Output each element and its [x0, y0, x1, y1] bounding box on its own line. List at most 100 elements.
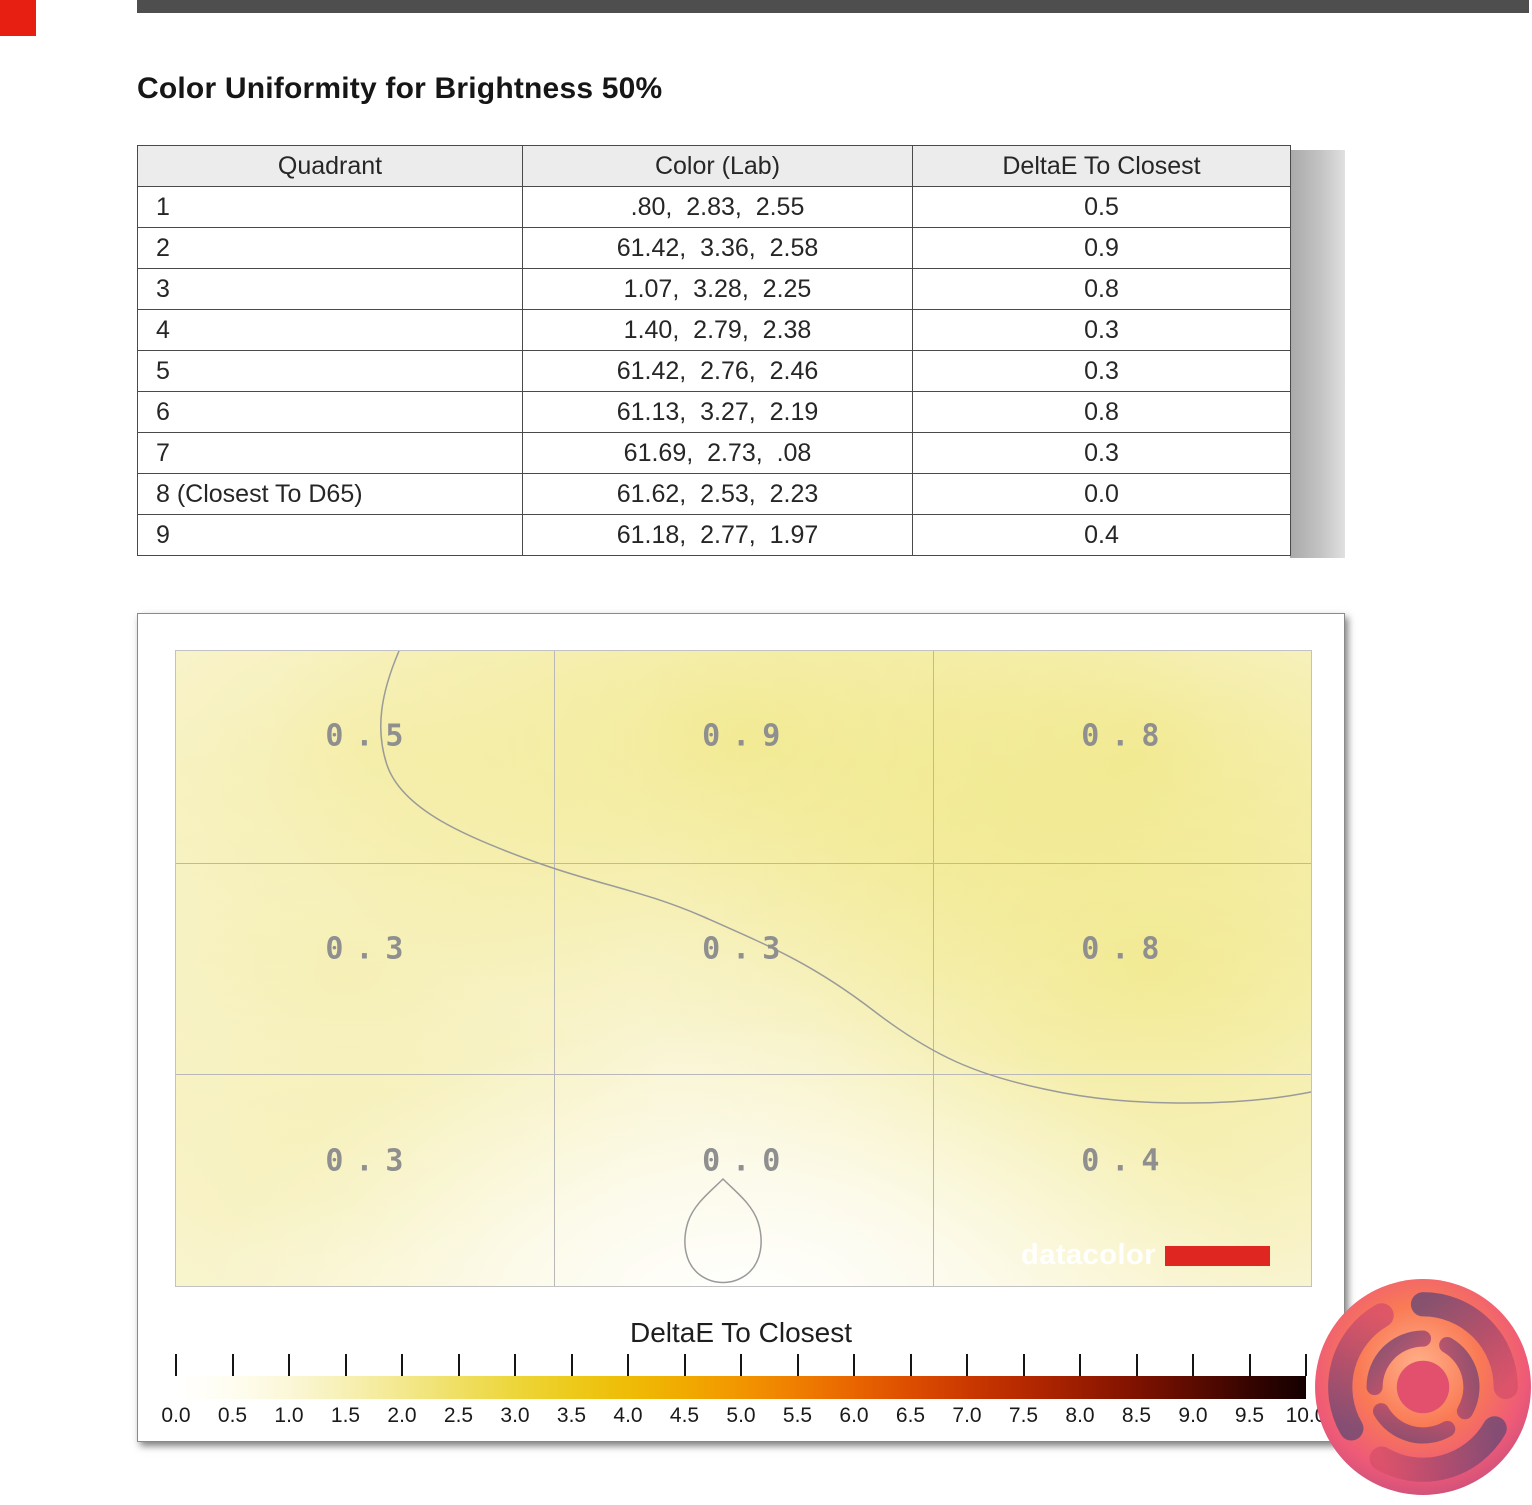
scale-labels: 0.0 0.5 1.0 1.5 2.0 2.5 3.0 3.5 4.0 4.5 5.0 5.5 6.0 6… [161, 1404, 1326, 1430]
scale-tick [1135, 1354, 1138, 1376]
table-row: 5 61.42, 2.76, 2.46 0.3 [137, 350, 1291, 392]
table-row: 3 1.07, 3.28, 2.25 0.8 [137, 268, 1291, 310]
table-row: 9 61.18, 2.77, 1.97 0.4 [137, 514, 1291, 556]
table-row: 8 (Closest To D65) 61.62, 2.53, 2.23 0.0 [137, 473, 1291, 515]
scale-tick-label: 9.0 [1178, 1404, 1208, 1427]
uniformity-table-card: Quadrant Color (Lab) DeltaE To Closest 1… [137, 145, 1291, 556]
uniformity-map-panel: datacolor 0.5 0.9 0.8 0.3 0.3 0.8 0.3 0.0 0.4 De… [137, 613, 1345, 1442]
table-row: 2 61.42, 3.36, 2.58 0.9 [137, 227, 1291, 269]
scale-tick-label: 10.0 [1285, 1404, 1327, 1427]
grid-line-horizontal-1 [176, 862, 1311, 864]
heatmap-value: 0.4 [1081, 1143, 1172, 1179]
scale-tick [401, 1354, 403, 1376]
table-cell-delta: 0.3 [912, 309, 1291, 351]
scale-tick [1079, 1354, 1081, 1376]
scale-tick [796, 1354, 799, 1376]
heatmap-value: 0.3 [325, 931, 416, 967]
table-cell-quadrant: 7 [137, 432, 523, 474]
scale-tick [853, 1354, 855, 1376]
scale-tick [966, 1354, 968, 1376]
grid-line-horizontal-2 [176, 1074, 1311, 1076]
scale-tick-label: 9.5 [1234, 1404, 1265, 1427]
scale-tick-label: 3.0 [500, 1404, 530, 1427]
table-row: 6 61.13, 3.27, 2.19 0.8 [137, 391, 1291, 433]
scale-tick-label: 2.0 [387, 1404, 417, 1427]
contour-lines [380, 651, 1311, 1284]
table-cell-lab: 61.18, 2.77, 1.97 [522, 514, 913, 556]
table-cell-delta: 0.3 [912, 350, 1291, 392]
scale-tick-label: 3.5 [556, 1404, 587, 1427]
heatmap-value: 0.0 [702, 1143, 793, 1179]
table-cell-quadrant: 4 [137, 309, 523, 351]
scale-tick [457, 1354, 460, 1376]
scale-tick-label: 5.0 [726, 1404, 756, 1427]
scale-ticks [175, 1354, 1307, 1376]
scale-tick [231, 1354, 234, 1376]
scale-tick [514, 1354, 516, 1376]
scale-tick-label: 1.5 [330, 1404, 361, 1427]
scale-tick-label: 0.0 [161, 1404, 191, 1427]
uniformity-table: Quadrant Color (Lab) DeltaE To Closest 1… [137, 145, 1291, 556]
heatmap-value: 0.3 [702, 931, 793, 967]
table-cell-lab: 61.42, 3.36, 2.58 [522, 227, 913, 269]
scale-tick-label: 6.0 [839, 1404, 869, 1427]
table-row: 1.80, 2.83, 2.55 0.5 [137, 186, 1291, 228]
scale-title: DeltaE To Closest [629, 1317, 853, 1348]
heatmap-value: 0.8 [1081, 718, 1172, 754]
scale-tick-label: 4.5 [669, 1404, 700, 1427]
table-cell-delta: 0.8 [912, 391, 1291, 433]
heatmap-value: 0.5 [325, 718, 416, 754]
scale-tick [1248, 1354, 1251, 1376]
table-header-row: Quadrant Color (Lab) DeltaE To Closest [137, 145, 1291, 187]
table-cell-quadrant: 2 [137, 227, 523, 269]
heatmap-value: 0.9 [702, 718, 793, 754]
table-cell-quadrant: 3 [137, 268, 523, 310]
column-header-color-lab: Color (Lab) [522, 145, 913, 187]
table-cell-quadrant: 9 [137, 514, 523, 556]
scale-tick [1022, 1354, 1025, 1376]
table-cell-lab: 61.42, 2.76, 2.46 [522, 350, 913, 392]
table-cell-quadrant: 1 [137, 186, 523, 228]
scale-tick-label: 0.5 [217, 1404, 248, 1427]
top-bar [137, 0, 1529, 13]
table-row: 4 1.40, 2.79, 2.38 0.3 [137, 309, 1291, 351]
table-cell-delta: 0.8 [912, 268, 1291, 310]
table-cell-lab: 61.69, 2.73, .08 [522, 432, 913, 474]
scale-tick [1305, 1354, 1307, 1376]
grid-line-vertical-2 [932, 651, 934, 1286]
scale-tick [627, 1354, 629, 1376]
table-shadow [1290, 150, 1345, 558]
scale-tick-label: 2.5 [443, 1404, 474, 1427]
scale-tick-label: 1.0 [274, 1404, 304, 1427]
table-cell-lab: 1.40, 2.79, 2.38 [522, 309, 913, 351]
scale-tick [570, 1354, 573, 1376]
top-left-red-block [0, 0, 36, 36]
table-cell-lab: 1.07, 3.28, 2.25 [522, 268, 913, 310]
table-cell-delta: 0.0 [912, 473, 1291, 515]
grid-line-vertical-1 [554, 651, 556, 1286]
table-cell-lab: 61.13, 3.27, 2.19 [522, 391, 913, 433]
scale-tick [1192, 1354, 1194, 1376]
table-cell-delta: 0.3 [912, 432, 1291, 474]
page-title: Color Uniformity for Brightness 50% [137, 72, 663, 106]
datacolor-wordmark: datacolor [1021, 1239, 1157, 1271]
table-cell-lab: 61.62, 2.53, 2.23 [522, 473, 913, 515]
datacolor-red-bar [1165, 1245, 1271, 1266]
scale-tick-label: 5.5 [782, 1404, 813, 1427]
table-row: 7 61.69, 2.73, .08 0.3 [137, 432, 1291, 474]
scale-tick-label: 7.0 [952, 1404, 982, 1427]
table-cell-delta: 0.4 [912, 514, 1291, 556]
uniformity-map: datacolor 0.5 0.9 0.8 0.3 0.3 0.8 0.3 0.0 0.4 [175, 650, 1312, 1287]
scale-tick [175, 1354, 177, 1376]
scale-tick-label: 7.5 [1008, 1404, 1039, 1427]
scale-tick [909, 1354, 912, 1376]
uniformity-table-body: 1.80, 2.83, 2.55 0.5 2 61.42, 3.36, 2.58 0.9… [137, 186, 1291, 556]
table-cell-lab: .80, 2.83, 2.55 [522, 186, 913, 228]
table-cell-delta: 0.5 [912, 186, 1291, 228]
scale-gradient-bar [176, 1376, 1306, 1399]
scale-tick-label: 8.0 [1065, 1404, 1095, 1427]
table-cell-quadrant: 6 [137, 391, 523, 433]
scale-tick [740, 1354, 742, 1376]
column-header-deltae: DeltaE To Closest [912, 145, 1291, 187]
scale-tick [288, 1354, 290, 1376]
